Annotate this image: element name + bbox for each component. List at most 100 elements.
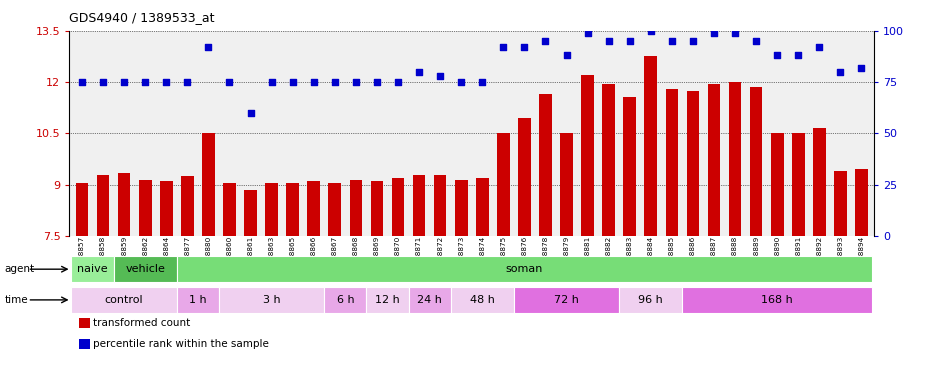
- Point: [728, 30, 743, 36]
- Point: [580, 30, 595, 36]
- Bar: [97, 174, 109, 236]
- Bar: [160, 181, 173, 236]
- Text: soman: soman: [506, 264, 543, 274]
- Text: transformed count: transformed count: [93, 318, 191, 328]
- Text: 6 h: 6 h: [337, 295, 354, 305]
- Bar: [139, 180, 152, 236]
- Text: 3 h: 3 h: [263, 295, 280, 305]
- Bar: [683, 287, 872, 313]
- Bar: [287, 183, 299, 236]
- Bar: [371, 181, 383, 236]
- Bar: [413, 174, 426, 236]
- Bar: [409, 287, 450, 313]
- Point: [159, 79, 174, 85]
- Bar: [686, 91, 699, 236]
- Text: GDS4940 / 1389533_at: GDS4940 / 1389533_at: [69, 12, 215, 25]
- Bar: [434, 174, 447, 236]
- Point: [265, 79, 279, 85]
- Text: 168 h: 168 h: [761, 295, 793, 305]
- Bar: [177, 287, 219, 313]
- Bar: [350, 180, 363, 236]
- Bar: [834, 171, 846, 236]
- Text: percentile rank within the sample: percentile rank within the sample: [93, 339, 269, 349]
- Point: [770, 52, 784, 58]
- Bar: [771, 134, 783, 236]
- Bar: [792, 134, 805, 236]
- Bar: [729, 82, 742, 236]
- Bar: [114, 256, 177, 282]
- Text: vehicle: vehicle: [125, 264, 166, 274]
- Point: [412, 69, 426, 75]
- Point: [327, 79, 342, 85]
- Text: naive: naive: [77, 264, 108, 274]
- Bar: [117, 173, 130, 236]
- Point: [517, 44, 532, 50]
- Bar: [856, 169, 868, 236]
- Bar: [602, 84, 615, 236]
- Bar: [265, 183, 278, 236]
- Text: 48 h: 48 h: [470, 295, 495, 305]
- Bar: [619, 287, 683, 313]
- Bar: [71, 256, 114, 282]
- Point: [390, 79, 405, 85]
- Bar: [514, 287, 619, 313]
- Bar: [476, 178, 488, 236]
- Bar: [244, 190, 257, 236]
- Point: [117, 79, 131, 85]
- Point: [664, 38, 679, 44]
- Point: [285, 79, 300, 85]
- Bar: [450, 287, 514, 313]
- Bar: [623, 98, 636, 236]
- Point: [95, 79, 110, 85]
- Bar: [76, 183, 88, 236]
- Point: [433, 73, 448, 79]
- Point: [644, 28, 659, 34]
- Point: [559, 52, 574, 58]
- Text: 72 h: 72 h: [554, 295, 579, 305]
- Point: [475, 79, 489, 85]
- Text: control: control: [105, 295, 143, 305]
- Point: [685, 38, 700, 44]
- Point: [243, 110, 258, 116]
- Point: [854, 65, 869, 71]
- Bar: [219, 287, 325, 313]
- Point: [833, 69, 848, 75]
- Point: [201, 44, 216, 50]
- Bar: [391, 178, 404, 236]
- Point: [222, 79, 237, 85]
- Bar: [518, 118, 531, 236]
- Bar: [497, 134, 510, 236]
- Bar: [750, 87, 762, 236]
- Point: [812, 44, 827, 50]
- Point: [601, 38, 616, 44]
- Point: [538, 38, 553, 44]
- Bar: [366, 287, 409, 313]
- Bar: [813, 128, 826, 236]
- Bar: [666, 89, 678, 236]
- Text: 12 h: 12 h: [376, 295, 400, 305]
- Text: 1 h: 1 h: [189, 295, 206, 305]
- Bar: [71, 287, 177, 313]
- Bar: [561, 134, 573, 236]
- Bar: [539, 94, 552, 236]
- Bar: [177, 256, 872, 282]
- Bar: [325, 287, 366, 313]
- Point: [748, 38, 763, 44]
- Point: [180, 79, 195, 85]
- Bar: [202, 134, 215, 236]
- Bar: [581, 75, 594, 236]
- Bar: [645, 56, 657, 236]
- Point: [349, 79, 364, 85]
- Point: [306, 79, 321, 85]
- Bar: [181, 176, 193, 236]
- Text: 24 h: 24 h: [417, 295, 442, 305]
- Point: [707, 30, 722, 36]
- Bar: [223, 183, 236, 236]
- Point: [75, 79, 90, 85]
- Bar: [455, 180, 467, 236]
- Text: time: time: [5, 295, 29, 305]
- Bar: [328, 183, 341, 236]
- Point: [454, 79, 469, 85]
- Point: [791, 52, 806, 58]
- Bar: [708, 84, 721, 236]
